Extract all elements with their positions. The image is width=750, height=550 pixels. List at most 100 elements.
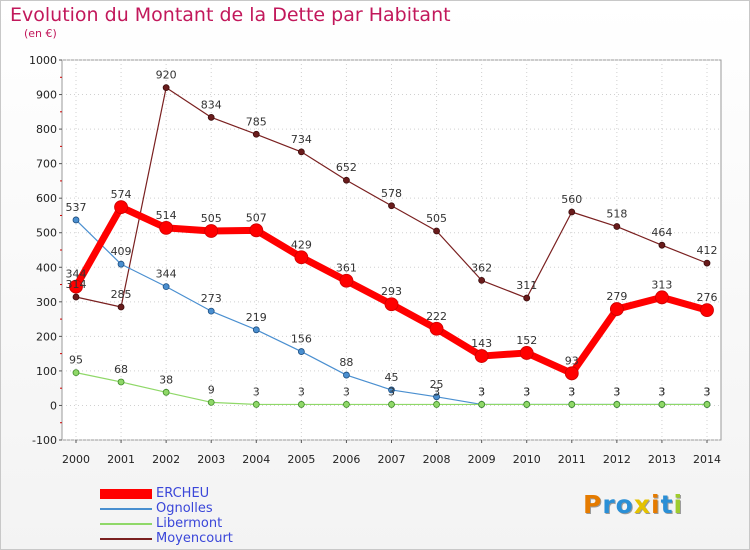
data-point-ognolles bbox=[162, 283, 170, 291]
data-label-ognolles: 409 bbox=[111, 245, 132, 258]
data-label-moyencourt: 362 bbox=[471, 261, 492, 274]
x-tick-label: 2005 bbox=[287, 453, 315, 466]
data-label-moyencourt: 920 bbox=[156, 69, 177, 82]
y-tick-label: 1000 bbox=[29, 54, 57, 67]
data-point-ercheu bbox=[700, 303, 714, 318]
data-point-ercheu bbox=[655, 290, 669, 305]
data-point-libermont bbox=[703, 401, 711, 408]
data-point-moyencourt bbox=[343, 176, 350, 184]
data-point-libermont bbox=[252, 401, 260, 408]
y-tick-label: 800 bbox=[36, 123, 57, 136]
data-label-ognolles: 3 bbox=[478, 385, 485, 398]
data-label-ercheu: 514 bbox=[156, 209, 177, 222]
data-point-libermont bbox=[523, 401, 531, 408]
data-label-moyencourt: 412 bbox=[697, 244, 718, 257]
data-label-moyencourt: 314 bbox=[66, 278, 87, 291]
x-tick-label: 2003 bbox=[197, 453, 225, 466]
legend-swatch bbox=[100, 538, 152, 540]
x-tick-label: 2007 bbox=[378, 453, 406, 466]
data-label-ercheu: 276 bbox=[697, 291, 718, 304]
data-point-moyencourt bbox=[568, 208, 576, 216]
legend-label: Moyencourt bbox=[156, 531, 233, 546]
data-label-libermont: 3 bbox=[658, 385, 665, 398]
data-point-libermont bbox=[613, 401, 621, 408]
data-label-ercheu: 361 bbox=[336, 262, 357, 275]
data-label-moyencourt: 518 bbox=[606, 208, 627, 221]
data-label-ercheu: 279 bbox=[606, 290, 627, 303]
data-point-libermont bbox=[117, 378, 125, 386]
data-point-moyencourt bbox=[433, 227, 440, 235]
data-point-moyencourt bbox=[207, 113, 215, 121]
data-label-libermont: 3 bbox=[298, 385, 305, 398]
data-label-libermont: 3 bbox=[568, 385, 575, 398]
data-point-libermont bbox=[297, 401, 305, 408]
data-point-moyencourt bbox=[658, 241, 666, 249]
data-label-moyencourt: 285 bbox=[111, 288, 132, 301]
data-label-ercheu: 222 bbox=[426, 310, 447, 323]
data-label-libermont: 38 bbox=[159, 373, 173, 386]
data-point-ercheu bbox=[519, 346, 534, 360]
legend-swatch bbox=[100, 523, 152, 525]
y-tick-label: 0 bbox=[50, 399, 57, 412]
data-label-libermont: 3 bbox=[343, 385, 350, 398]
data-label-ognolles: 88 bbox=[339, 356, 353, 369]
data-point-libermont bbox=[478, 401, 486, 408]
data-point-moyencourt bbox=[162, 84, 170, 92]
data-label-ognolles: 537 bbox=[66, 201, 87, 214]
x-tick-label: 2006 bbox=[332, 453, 360, 466]
data-point-moyencourt bbox=[72, 293, 80, 301]
data-point-ercheu bbox=[204, 224, 219, 238]
data-point-ercheu bbox=[429, 321, 444, 336]
data-label-libermont: 3 bbox=[613, 385, 620, 398]
x-tick-label: 2010 bbox=[513, 453, 541, 466]
data-label-moyencourt: 311 bbox=[516, 279, 537, 292]
data-label-ognolles: 219 bbox=[246, 311, 267, 324]
data-label-ognolles: 344 bbox=[156, 268, 177, 281]
data-label-ognolles: 273 bbox=[201, 292, 222, 305]
legend-label: ERCHEU bbox=[156, 486, 210, 501]
x-tick-label: 2012 bbox=[603, 453, 631, 466]
data-point-libermont bbox=[433, 401, 440, 408]
y-tick-label: 500 bbox=[36, 227, 57, 240]
data-label-ognolles: 3 bbox=[658, 385, 665, 398]
data-point-ercheu bbox=[159, 220, 174, 235]
data-label-ercheu: 93 bbox=[565, 354, 579, 367]
data-point-libermont bbox=[568, 401, 576, 408]
data-label-moyencourt: 734 bbox=[291, 133, 312, 146]
data-label-ognolles: 3 bbox=[704, 385, 711, 398]
data-point-ercheu bbox=[609, 302, 624, 316]
data-point-ognolles bbox=[252, 326, 260, 334]
data-point-moyencourt bbox=[297, 148, 305, 156]
x-tick-label: 2000 bbox=[62, 453, 90, 466]
data-point-libermont bbox=[162, 388, 170, 396]
data-label-moyencourt: 834 bbox=[201, 98, 222, 111]
data-point-libermont bbox=[207, 398, 215, 406]
data-label-libermont: 95 bbox=[69, 354, 83, 367]
data-label-ercheu: 574 bbox=[111, 188, 132, 201]
data-label-ercheu: 505 bbox=[201, 212, 222, 225]
data-label-libermont: 3 bbox=[478, 385, 485, 398]
data-label-moyencourt: 785 bbox=[246, 115, 267, 128]
legend-swatch bbox=[100, 489, 152, 499]
data-label-libermont: 3 bbox=[253, 385, 260, 398]
data-point-ognolles bbox=[117, 260, 125, 268]
legend-swatch bbox=[100, 508, 152, 510]
data-point-ercheu bbox=[294, 250, 309, 265]
data-label-ognolles: 3 bbox=[568, 385, 575, 398]
data-point-ognolles bbox=[72, 216, 80, 224]
data-point-moyencourt bbox=[388, 202, 395, 210]
data-label-moyencourt: 505 bbox=[426, 212, 447, 225]
x-tick-label: 2014 bbox=[693, 453, 721, 466]
y-tick-label: 400 bbox=[36, 261, 57, 274]
y-tick-label: 200 bbox=[36, 330, 57, 343]
y-tick-label: -100 bbox=[32, 434, 57, 447]
data-point-ercheu bbox=[564, 366, 579, 381]
data-label-ercheu: 507 bbox=[246, 211, 267, 224]
x-tick-label: 2011 bbox=[558, 453, 586, 466]
data-label-ognolles: 3 bbox=[523, 385, 530, 398]
data-label-libermont: 9 bbox=[208, 383, 215, 396]
data-label-moyencourt: 464 bbox=[651, 226, 672, 239]
x-tick-label: 2004 bbox=[242, 453, 270, 466]
data-label-ognolles: 45 bbox=[385, 371, 399, 384]
